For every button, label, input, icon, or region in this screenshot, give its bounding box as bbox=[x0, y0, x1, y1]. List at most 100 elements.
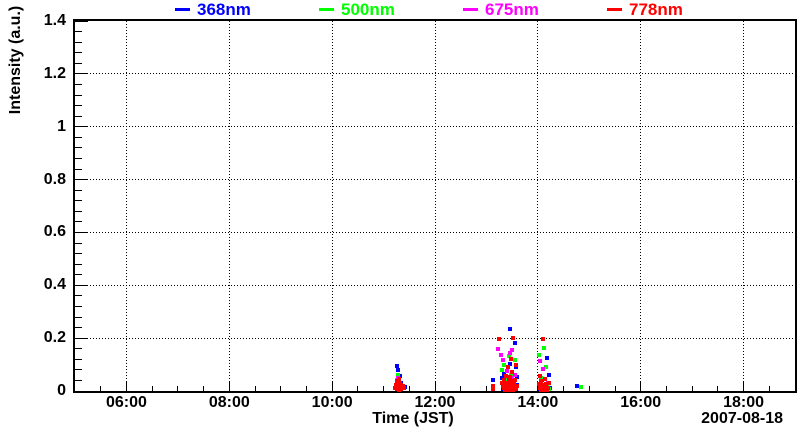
data-point-778nm bbox=[511, 336, 516, 341]
y-minor-tick bbox=[75, 168, 82, 170]
y-gridline bbox=[75, 284, 795, 286]
data-point-778nm bbox=[506, 380, 511, 385]
data-point-778nm bbox=[506, 388, 511, 393]
y-minor-tick bbox=[75, 157, 82, 159]
x-gridline bbox=[228, 21, 230, 391]
y-minor-tick bbox=[75, 136, 82, 138]
data-point-778nm bbox=[506, 364, 511, 369]
x-minor-tick bbox=[383, 386, 385, 391]
x-minor-tick bbox=[100, 386, 102, 391]
y-minor-tick bbox=[75, 295, 82, 297]
y-minor-tick bbox=[75, 369, 82, 371]
x-minor-tick bbox=[485, 386, 487, 391]
y-minor-tick bbox=[75, 305, 82, 307]
data-point-778nm bbox=[505, 385, 509, 390]
x-major-tick bbox=[743, 381, 745, 391]
y-minor-tick bbox=[75, 31, 82, 33]
data-point-675nm bbox=[495, 346, 500, 351]
y-tick-label: 1.2 bbox=[43, 64, 66, 82]
y-major-tick bbox=[75, 337, 88, 339]
data-point-778nm bbox=[392, 385, 397, 390]
x-tick-label: 12:00 bbox=[414, 394, 456, 411]
x-minor-tick bbox=[357, 386, 359, 391]
legend-marker-368nm bbox=[175, 8, 190, 11]
data-point-778nm bbox=[497, 337, 502, 342]
data-point-778nm bbox=[512, 381, 517, 386]
y-major-tick bbox=[75, 20, 88, 22]
data-point-368nm bbox=[491, 377, 496, 382]
legend: 368nm 500nm 675nm 778nm bbox=[0, 0, 800, 19]
x-tick-label: 06:00 bbox=[105, 394, 147, 411]
data-point-778nm bbox=[546, 380, 551, 385]
data-point-778nm bbox=[508, 388, 513, 393]
data-point-500nm bbox=[499, 367, 504, 372]
y-minor-tick bbox=[75, 274, 82, 276]
legend-marker-778nm bbox=[607, 8, 622, 11]
data-point-778nm bbox=[397, 377, 401, 382]
data-point-778nm bbox=[499, 381, 504, 386]
data-point-778nm bbox=[398, 380, 403, 385]
y-minor-tick bbox=[75, 41, 82, 43]
data-point-778nm bbox=[501, 385, 506, 390]
data-point-368nm bbox=[512, 340, 517, 345]
legend-entry-500nm: 500nm bbox=[319, 0, 395, 19]
x-gridline bbox=[743, 21, 745, 391]
data-point-778nm bbox=[510, 388, 515, 393]
y-major-tick bbox=[75, 73, 88, 75]
data-point-500nm bbox=[578, 385, 583, 390]
data-point-778nm bbox=[504, 388, 509, 393]
data-point-778nm bbox=[507, 383, 512, 388]
data-point-778nm bbox=[513, 384, 518, 389]
x-minor-tick bbox=[588, 386, 590, 391]
data-point-778nm bbox=[399, 387, 404, 392]
x-minor-tick bbox=[203, 386, 205, 391]
x-minor-tick bbox=[305, 386, 307, 391]
data-point-500nm bbox=[501, 362, 506, 367]
y-minor-tick bbox=[75, 52, 82, 54]
data-point-675nm bbox=[498, 353, 503, 358]
data-point-500nm bbox=[396, 372, 401, 377]
legend-entry-778nm: 778nm bbox=[607, 0, 683, 19]
y-major-tick bbox=[75, 126, 88, 128]
legend-label-675nm: 675nm bbox=[485, 0, 539, 19]
x-minor-tick bbox=[563, 386, 565, 391]
y-major-tick bbox=[75, 231, 88, 233]
data-point-368nm bbox=[515, 375, 520, 380]
data-point-500nm bbox=[505, 377, 509, 382]
y-minor-tick bbox=[75, 105, 82, 107]
data-point-778nm bbox=[402, 386, 407, 391]
data-point-778nm bbox=[545, 385, 550, 390]
legend-entry-675nm: 675nm bbox=[463, 0, 539, 19]
x-major-tick bbox=[434, 381, 436, 391]
data-point-778nm bbox=[514, 387, 519, 392]
data-point-778nm bbox=[501, 383, 506, 388]
y-minor-tick bbox=[75, 358, 82, 360]
data-point-778nm bbox=[511, 385, 516, 390]
data-point-778nm bbox=[490, 383, 495, 388]
y-minor-tick bbox=[75, 263, 82, 265]
data-point-778nm bbox=[542, 376, 547, 381]
y-gridline bbox=[75, 126, 795, 128]
x-axis-title: Time (JST) bbox=[372, 410, 454, 427]
y-minor-tick bbox=[75, 316, 82, 318]
data-point-675nm bbox=[541, 367, 545, 372]
data-point-778nm bbox=[515, 383, 520, 388]
data-point-778nm bbox=[543, 384, 548, 389]
x-tick-label: 18:00 bbox=[723, 394, 765, 411]
x-tick-label: 08:00 bbox=[208, 394, 250, 411]
y-minor-tick bbox=[75, 327, 82, 329]
y-tick-label: 0.2 bbox=[43, 329, 66, 347]
data-point-675nm bbox=[507, 351, 512, 356]
y-minor-tick bbox=[75, 189, 82, 191]
data-point-778nm bbox=[394, 387, 399, 392]
x-tick-label: 14:00 bbox=[517, 394, 559, 411]
x-gridline bbox=[640, 21, 642, 391]
data-point-778nm bbox=[544, 381, 549, 386]
y-gridline bbox=[75, 73, 795, 75]
data-point-368nm bbox=[499, 376, 504, 381]
x-gridline bbox=[125, 21, 127, 391]
data-point-368nm bbox=[507, 362, 512, 367]
data-point-500nm bbox=[543, 365, 548, 370]
x-minor-tick bbox=[717, 386, 719, 391]
data-point-500nm bbox=[507, 354, 512, 359]
